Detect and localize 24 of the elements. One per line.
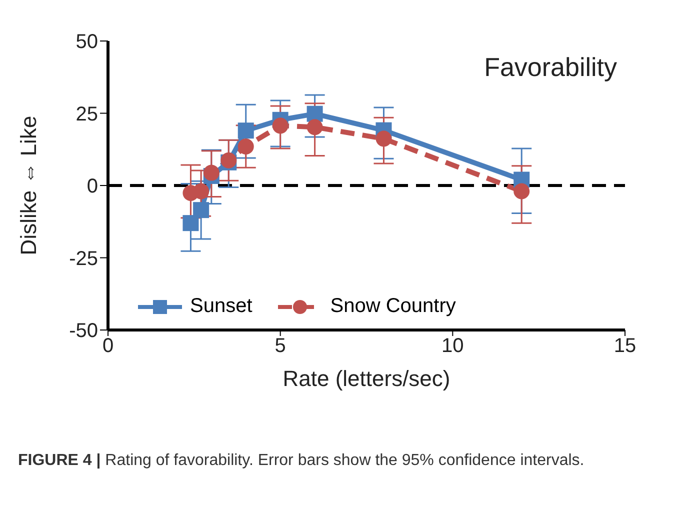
y-tick-label: 50 [76, 31, 98, 54]
point [306, 119, 323, 136]
y-tick-label: -50 [69, 320, 98, 342]
x-tick-label: 10 [442, 335, 464, 358]
point [272, 118, 288, 134]
y-tick-label: 25 [76, 103, 98, 126]
legend-label: Sunset [190, 295, 252, 318]
point [376, 130, 392, 147]
point [514, 183, 530, 200]
x-axis-title: Rate (letters/sec) [282, 366, 450, 391]
y-tick-label: 0 [86, 176, 98, 198]
chart-title: Favorability [484, 52, 617, 83]
x-tick-label: 5 [274, 335, 286, 358]
legend-label: Snow Country [330, 295, 456, 318]
y-tick-label: -25 [69, 248, 98, 270]
x-tick-label: 0 [102, 335, 114, 358]
point [238, 122, 254, 139]
point [203, 164, 220, 181]
point [193, 183, 210, 200]
x-tick-label: 15 [614, 335, 636, 358]
caption: FIGURE 4 | Rating of favorability. Error bars show the 95% confidence intervals. [17, 451, 586, 471]
point [238, 138, 254, 154]
point [306, 106, 323, 122]
y-axis-title: Dislike ⇔ Like [16, 116, 41, 256]
